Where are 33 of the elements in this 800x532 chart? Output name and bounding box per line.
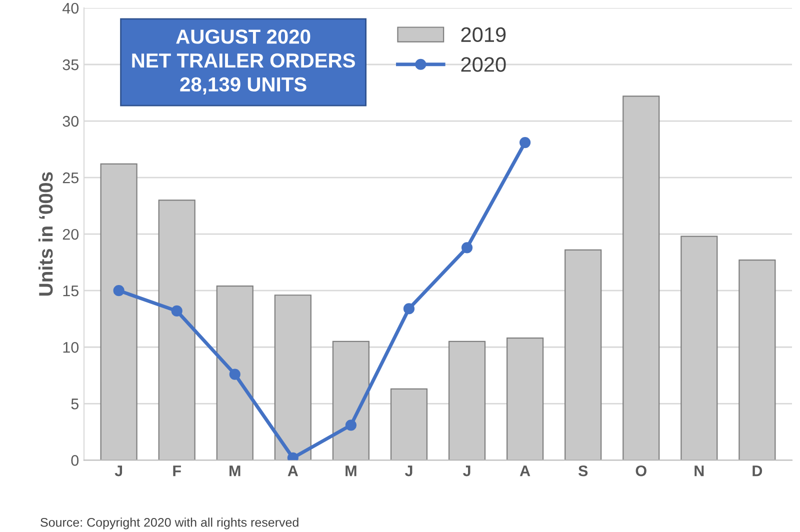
y-tick-label: 20 xyxy=(62,228,79,240)
x-tick-label: F xyxy=(173,466,181,476)
x-tick-label: J xyxy=(404,466,412,476)
y-tick-label: 0 xyxy=(71,455,79,466)
y-tick-label: 5 xyxy=(71,398,78,410)
y-tick-label: 25 xyxy=(62,172,78,184)
y-tick-label: 15 xyxy=(63,286,78,296)
source-note: Source: Copyright 2020 with all rights reserved xyxy=(40,518,298,530)
x-tick-label: N xyxy=(694,466,704,476)
y-tick-label: 10 xyxy=(63,342,79,353)
x-tick-label: M xyxy=(346,466,356,476)
x-tick-label: A xyxy=(520,466,530,476)
point xyxy=(171,305,182,317)
x-tick-label: D xyxy=(752,466,762,476)
y-tick-label: 35 xyxy=(62,59,78,70)
legend-label: 2019 xyxy=(461,27,506,42)
x-tick-label: J xyxy=(114,466,122,476)
point xyxy=(229,368,240,380)
point xyxy=(403,303,415,314)
x-tick-label: O xyxy=(636,465,646,476)
point xyxy=(461,242,473,254)
point xyxy=(519,136,531,148)
point xyxy=(345,420,357,431)
x-tick-label: M xyxy=(230,466,240,476)
y-tick-label: 40 xyxy=(62,2,79,14)
y-tick-label: 30 xyxy=(62,116,79,127)
point xyxy=(113,285,124,296)
text: AUGUST 2020 NET TRAILER ORDERS 28,139 UNITS xyxy=(132,30,355,94)
y-axis-title: Units in ‘000s xyxy=(38,172,53,296)
x-tick-label: J xyxy=(463,466,470,476)
x-tick-label: S xyxy=(578,465,588,476)
legend-label: 2020 xyxy=(461,57,506,72)
x-tick-label: A xyxy=(288,466,298,476)
